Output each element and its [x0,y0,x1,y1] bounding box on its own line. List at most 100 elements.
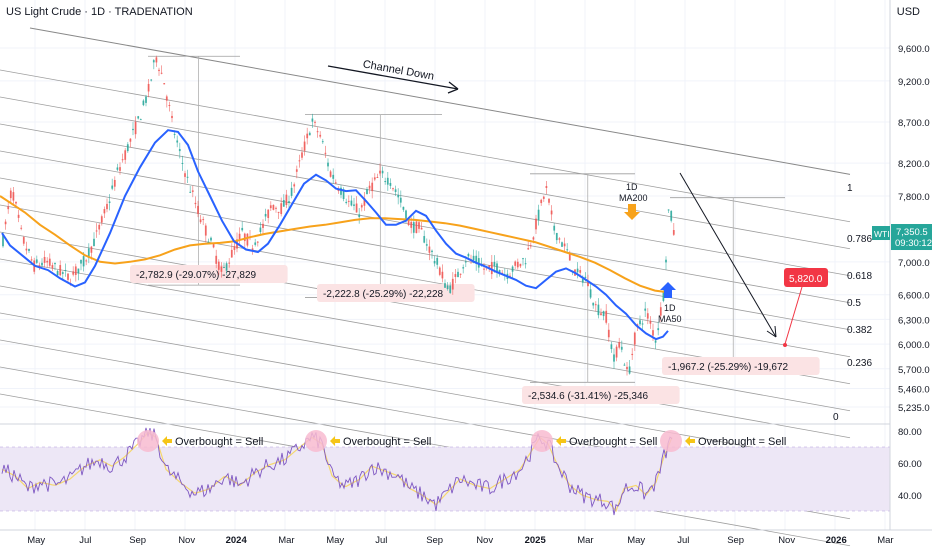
candle-body [514,261,517,266]
candle-body [280,203,283,215]
candle-body [428,246,431,253]
candle-body [306,133,309,139]
overbought-circle [305,430,327,452]
candle-body [418,222,420,229]
ma200-arrow-icon [624,204,640,220]
overbought-label: Overbought = Sell [343,436,431,448]
candle-body [589,289,592,298]
candle-body [308,132,311,136]
candle-body [555,232,558,241]
candle-body [342,189,345,200]
candlestick-series [2,55,675,376]
candle-body [363,197,366,206]
candle-body [82,256,85,267]
candle-body [202,219,205,221]
candle-body [657,328,660,331]
y-tick-label: 6,300.0 [898,315,930,326]
candle-body [171,115,173,119]
candle-body [64,269,67,271]
x-tick-label: Nov [476,535,493,546]
channel-line [0,285,851,439]
candle-body [74,266,77,275]
candle-body [641,323,644,325]
x-tick-label: Nov [178,535,195,546]
candle-body [259,227,262,232]
candle-body [116,167,119,170]
channel-arrow-head [447,81,459,94]
candle-body [129,138,132,142]
candle-body [553,225,556,231]
candle-body [30,259,33,261]
candle-body [431,250,433,253]
candle-body [472,255,475,261]
candle-body [496,263,498,273]
candle-body [77,268,80,274]
candle-body [340,187,342,195]
candle-body [223,266,225,268]
rsi-band [0,447,890,511]
candle-body [207,241,210,244]
x-tick-label: Jul [79,535,91,546]
candle-body [516,261,519,268]
candle-body [649,320,652,324]
chart-title[interactable]: US Light Crude · 1D · TRADENATION [6,6,193,18]
candle-body [532,237,535,240]
candle-body [399,197,402,203]
candle-body [176,140,179,143]
last-price-label: 7,350.5 [896,227,928,238]
candle-body [51,265,54,269]
candle-body [254,242,257,245]
candle-body [646,313,649,319]
candle-body [282,200,285,207]
candle-body [204,225,207,236]
channel-arrow-line [327,65,459,90]
candle-body [212,244,215,248]
ma50-line [1,129,669,341]
measure-label-bg [662,357,820,375]
candle-body [269,205,272,209]
x-tick-label: Jul [375,535,387,546]
pointing-hand-icon [685,436,695,446]
candle-body [163,83,166,85]
candle-body [667,209,670,211]
currency-label[interactable]: USD [896,6,920,18]
candle-body [371,182,374,192]
candle-body [594,304,597,306]
fib-level-label: 1 [847,183,853,194]
rsi-tick-label: 80.00 [898,427,922,438]
candle-body [319,134,322,137]
candle-body [545,186,548,188]
candle-body [379,170,381,174]
candle-body [134,121,137,135]
candle-body [303,141,306,151]
candle-body [623,364,626,366]
candle-body [321,141,324,143]
overbought-label: Overbought = Sell [698,436,786,448]
x-tick-label: Mar [877,535,893,546]
candle-body [197,205,199,214]
y-tick-label: 6,000.0 [898,340,930,351]
x-tick-label: May [27,535,45,546]
candle-body [659,307,662,316]
candle-body [145,96,147,103]
candle-body [415,221,418,234]
countdown-label: 09:30:12 [895,238,932,249]
candle-body [158,69,160,72]
candle-body [376,176,379,178]
channel-line [0,312,851,466]
channel-line [0,69,851,223]
candle-body [345,201,348,203]
candle-body [95,230,98,232]
candle-body [43,256,46,263]
candle-body [389,182,392,186]
candle-body [194,202,197,205]
candle-body [147,83,150,92]
channel-line [0,258,851,412]
channel-line [0,204,851,358]
candle-body [628,366,631,374]
last-price-bg [891,224,932,251]
candle-body [121,159,124,161]
candle-body [347,200,350,202]
candle-body [620,346,623,350]
